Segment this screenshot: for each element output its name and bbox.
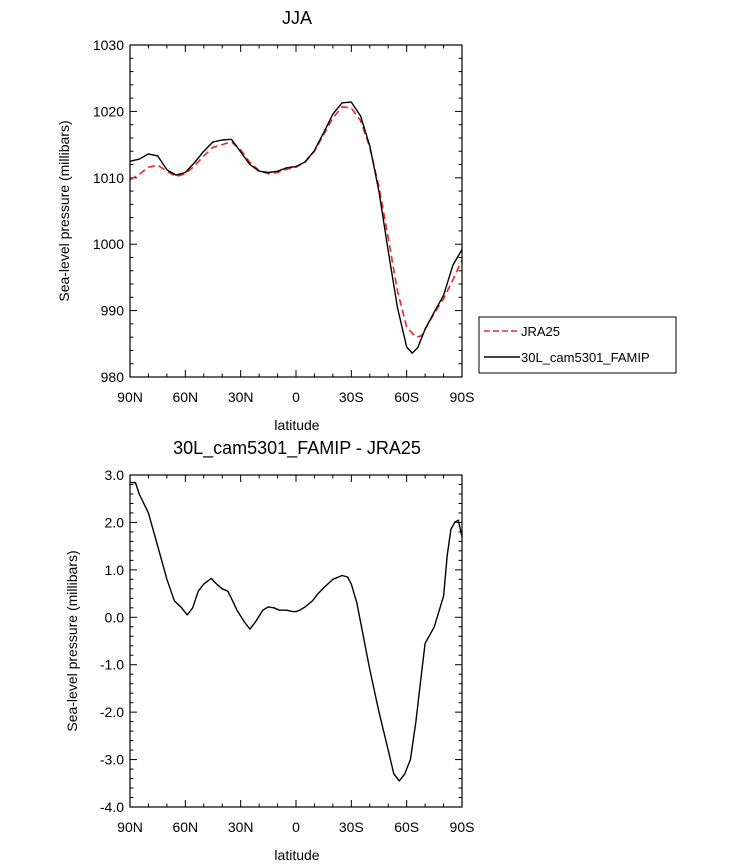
bottom-plot-frame	[129, 474, 463, 808]
x-tick-label-5: 60S	[394, 819, 419, 835]
x-tick-label-3: 0	[292, 819, 300, 835]
bottom-y-axis-label: Sea-level pressure (millibars)	[64, 550, 80, 731]
x-tick-label-4: 30S	[339, 389, 364, 405]
y-tick-label-2: 1000	[93, 236, 124, 252]
x-tick-label-5: 60S	[394, 389, 419, 405]
top-chart-title: JJA	[282, 8, 312, 28]
x-tick-label-2: 30N	[228, 819, 254, 835]
y-tick-label-4: 0.0	[105, 609, 125, 625]
y-tick-label-6: 2.0	[105, 514, 125, 530]
legend-box	[478, 316, 677, 374]
x-tick-label-1: 60N	[172, 819, 198, 835]
y-tick-label-7: 3.0	[105, 467, 125, 483]
bottom-ticks: 90N 60N 30N 0 30S 60S 90S -4.0 -3.0 -2.0 -1.0 0.0 1.…	[100, 467, 475, 835]
series-line-1-0	[130, 481, 463, 782]
top-ticks: 90N 60N 30N 0 30S 60S 90S 980 990 1000 1010 1020 103…	[93, 37, 475, 405]
x-tick-label-3: 0	[292, 389, 300, 405]
y-tick-label-0: -4.0	[100, 799, 124, 815]
x-tick-label-0: 90N	[117, 389, 143, 405]
x-tick-label-1: 60N	[172, 389, 198, 405]
bottom-x-axis-label: latitude	[274, 847, 319, 863]
y-tick-label-3: 1010	[93, 170, 124, 186]
bottom-lines	[130, 481, 463, 782]
top-panel: JJA latitude Sea-level pressure (milliba…	[56, 8, 474, 433]
x-tick-label-4: 30S	[339, 819, 364, 835]
x-tick-label-0: 90N	[117, 819, 143, 835]
y-tick-label-5: 1030	[93, 37, 124, 53]
legend-label-jra25: JRA25	[521, 324, 560, 339]
top-x-axis-label: latitude	[274, 417, 319, 433]
bottom-panel: 30L_cam5301_FAMIP - JRA25 latitude Sea-l…	[64, 438, 474, 863]
y-tick-label-0: 980	[101, 369, 125, 385]
legend-label-cam5301: 30L_cam5301_FAMIP	[521, 350, 650, 365]
bottom-chart-title: 30L_cam5301_FAMIP - JRA25	[173, 438, 421, 459]
top-lines	[129, 101, 463, 354]
x-tick-label-6: 90S	[450, 389, 475, 405]
y-tick-label-4: 1020	[93, 103, 124, 119]
top-plot-frame	[129, 44, 463, 378]
y-tick-label-5: 1.0	[105, 562, 125, 578]
y-tick-label-3: -1.0	[100, 657, 124, 673]
y-tick-label-1: -3.0	[100, 752, 124, 768]
x-tick-label-2: 30N	[228, 389, 254, 405]
top-y-axis-label: Sea-level pressure (millibars)	[56, 120, 72, 301]
y-tick-label-2: -2.0	[100, 704, 124, 720]
y-tick-label-1: 990	[101, 303, 125, 319]
legend: JRA25 30L_cam5301_FAMIP	[478, 316, 677, 374]
series-line-0-1	[129, 101, 463, 354]
x-tick-label-6: 90S	[450, 819, 475, 835]
series-line-0-0	[129, 106, 463, 339]
